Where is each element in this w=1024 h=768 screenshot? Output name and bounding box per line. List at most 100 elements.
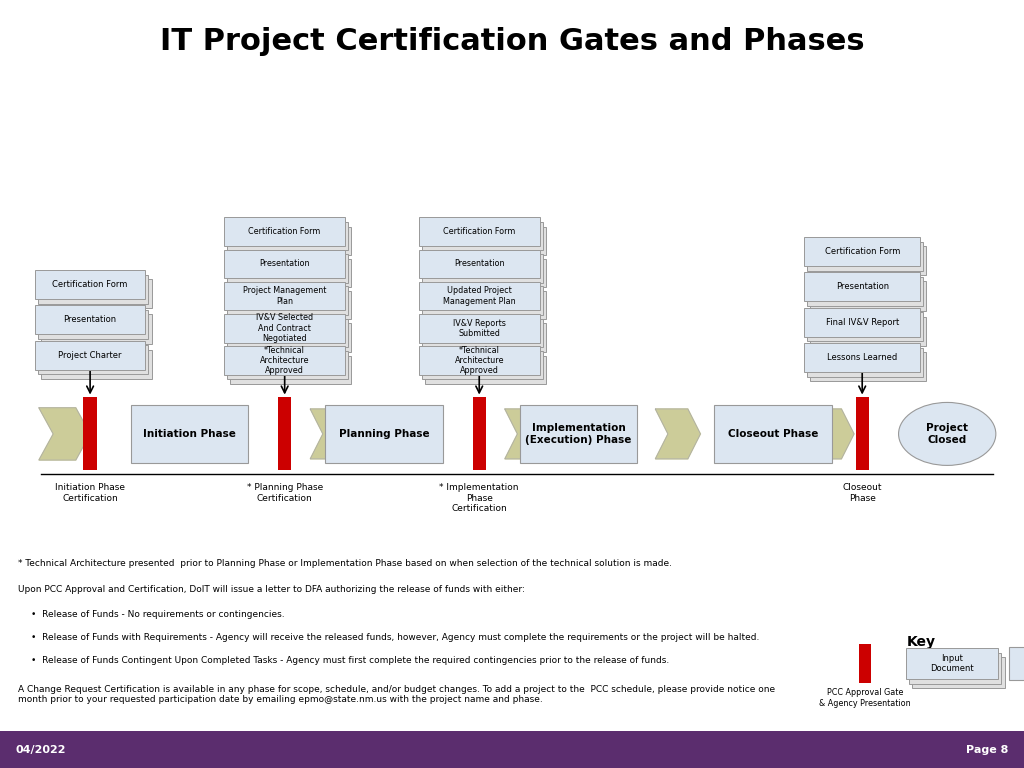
Text: •  Release of Funds Contingent Upon Completed Tasks - Agency must first complete: • Release of Funds Contingent Upon Compl… (31, 656, 669, 665)
Text: 04/2022: 04/2022 (15, 744, 66, 755)
Text: Initiation Phase
Certification: Initiation Phase Certification (55, 484, 125, 503)
Text: Presentation: Presentation (836, 283, 889, 291)
FancyBboxPatch shape (35, 270, 145, 300)
Text: *Technical
Architecture
Approved: *Technical Architecture Approved (455, 346, 504, 376)
Text: Implementation
(Execution) Phase: Implementation (Execution) Phase (525, 423, 632, 445)
FancyBboxPatch shape (811, 246, 926, 276)
FancyBboxPatch shape (326, 406, 442, 462)
FancyBboxPatch shape (805, 307, 920, 337)
FancyBboxPatch shape (230, 323, 351, 352)
Text: Input
Document: Input Document (931, 654, 974, 674)
Text: Certification Form: Certification Form (249, 227, 321, 236)
FancyBboxPatch shape (227, 222, 348, 250)
Text: PCC Approval Gate
& Agency Presentation: PCC Approval Gate & Agency Presentation (819, 688, 911, 707)
Text: Updated Project
Management Plan: Updated Project Management Plan (443, 286, 515, 306)
FancyBboxPatch shape (807, 277, 924, 306)
FancyBboxPatch shape (807, 313, 924, 341)
Text: •  Release of Funds with Requirements - Agency will receive the released funds, : • Release of Funds with Requirements - A… (31, 633, 759, 642)
FancyBboxPatch shape (807, 242, 924, 271)
FancyBboxPatch shape (805, 273, 920, 302)
Text: Closeout Phase: Closeout Phase (728, 429, 818, 439)
Text: Presentation: Presentation (63, 316, 117, 324)
FancyBboxPatch shape (425, 259, 546, 287)
Text: Planning Phase: Planning Phase (339, 429, 429, 439)
FancyBboxPatch shape (422, 319, 543, 347)
Polygon shape (809, 409, 854, 459)
Text: Final IV&V Report: Final IV&V Report (825, 318, 899, 326)
FancyBboxPatch shape (279, 398, 292, 470)
FancyBboxPatch shape (230, 291, 351, 319)
FancyBboxPatch shape (230, 227, 351, 255)
Text: Certification Form: Certification Form (52, 280, 128, 289)
FancyBboxPatch shape (425, 323, 546, 352)
FancyBboxPatch shape (807, 347, 924, 377)
FancyBboxPatch shape (422, 222, 543, 250)
FancyBboxPatch shape (859, 644, 871, 683)
FancyBboxPatch shape (83, 398, 96, 470)
FancyBboxPatch shape (419, 250, 540, 278)
FancyBboxPatch shape (35, 341, 145, 370)
FancyBboxPatch shape (473, 398, 486, 470)
FancyBboxPatch shape (856, 398, 868, 470)
FancyBboxPatch shape (224, 250, 345, 278)
Text: Project Management
Plan: Project Management Plan (243, 286, 327, 306)
FancyBboxPatch shape (227, 319, 348, 347)
Polygon shape (505, 409, 550, 459)
Ellipse shape (899, 402, 996, 465)
FancyBboxPatch shape (230, 259, 351, 287)
FancyBboxPatch shape (811, 353, 926, 382)
FancyBboxPatch shape (425, 356, 546, 384)
FancyBboxPatch shape (715, 406, 831, 462)
FancyBboxPatch shape (805, 343, 920, 372)
FancyBboxPatch shape (906, 648, 998, 679)
FancyBboxPatch shape (805, 237, 920, 266)
FancyBboxPatch shape (230, 356, 351, 384)
FancyBboxPatch shape (224, 346, 345, 375)
FancyBboxPatch shape (227, 351, 348, 379)
Text: Presentation: Presentation (259, 260, 310, 268)
Text: Initiation Phase: Initiation Phase (143, 429, 236, 439)
Text: Project
Closed: Project Closed (926, 423, 969, 445)
FancyBboxPatch shape (41, 350, 152, 379)
FancyBboxPatch shape (1009, 647, 1024, 680)
Text: IT Project Certification Gates and Phases: IT Project Certification Gates and Phase… (160, 27, 864, 56)
FancyBboxPatch shape (422, 351, 543, 379)
FancyBboxPatch shape (425, 227, 546, 255)
FancyBboxPatch shape (909, 653, 1001, 684)
FancyBboxPatch shape (224, 314, 345, 343)
FancyBboxPatch shape (38, 310, 148, 339)
FancyBboxPatch shape (227, 254, 348, 283)
Text: * Planning Phase
Certification: * Planning Phase Certification (247, 484, 323, 503)
Text: Project Charter: Project Charter (58, 351, 122, 359)
Text: Closeout
Phase: Closeout Phase (843, 484, 882, 503)
FancyBboxPatch shape (419, 217, 540, 246)
Text: Upon PCC Approval and Certification, DoIT will issue a letter to DFA authorizing: Upon PCC Approval and Certification, DoI… (18, 585, 525, 594)
Text: Certification Form: Certification Form (443, 227, 515, 236)
Text: * Technical Architecture presented  prior to Planning Phase or Implementation Ph: * Technical Architecture presented prior… (18, 559, 673, 568)
FancyBboxPatch shape (419, 314, 540, 343)
FancyBboxPatch shape (419, 282, 540, 310)
Text: *Technical
Architecture
Approved: *Technical Architecture Approved (260, 346, 309, 376)
FancyBboxPatch shape (38, 346, 148, 375)
Polygon shape (310, 409, 355, 459)
Polygon shape (655, 409, 700, 459)
Text: Lessons Learned: Lessons Learned (827, 353, 897, 362)
FancyBboxPatch shape (38, 275, 148, 304)
Text: A Change Request Certification is available in any phase for scope, schedule, an: A Change Request Certification is availa… (18, 685, 775, 704)
FancyBboxPatch shape (41, 280, 152, 309)
Text: IV&V Reports
Submitted: IV&V Reports Submitted (453, 319, 506, 338)
Text: * Implementation
Phase
Certification: * Implementation Phase Certification (439, 484, 519, 513)
FancyBboxPatch shape (227, 286, 348, 315)
Text: IV&V Selected
And Contract
Negotiated: IV&V Selected And Contract Negotiated (256, 313, 313, 343)
FancyBboxPatch shape (912, 657, 1005, 688)
Text: Page 8: Page 8 (967, 744, 1009, 755)
FancyBboxPatch shape (811, 316, 926, 346)
Text: Key: Key (907, 635, 936, 649)
FancyBboxPatch shape (422, 254, 543, 283)
FancyBboxPatch shape (422, 286, 543, 315)
FancyBboxPatch shape (419, 346, 540, 375)
FancyBboxPatch shape (35, 305, 145, 335)
Text: •  Release of Funds - No requirements or contingencies.: • Release of Funds - No requirements or … (31, 610, 285, 619)
FancyBboxPatch shape (0, 731, 1024, 768)
FancyBboxPatch shape (519, 406, 637, 462)
